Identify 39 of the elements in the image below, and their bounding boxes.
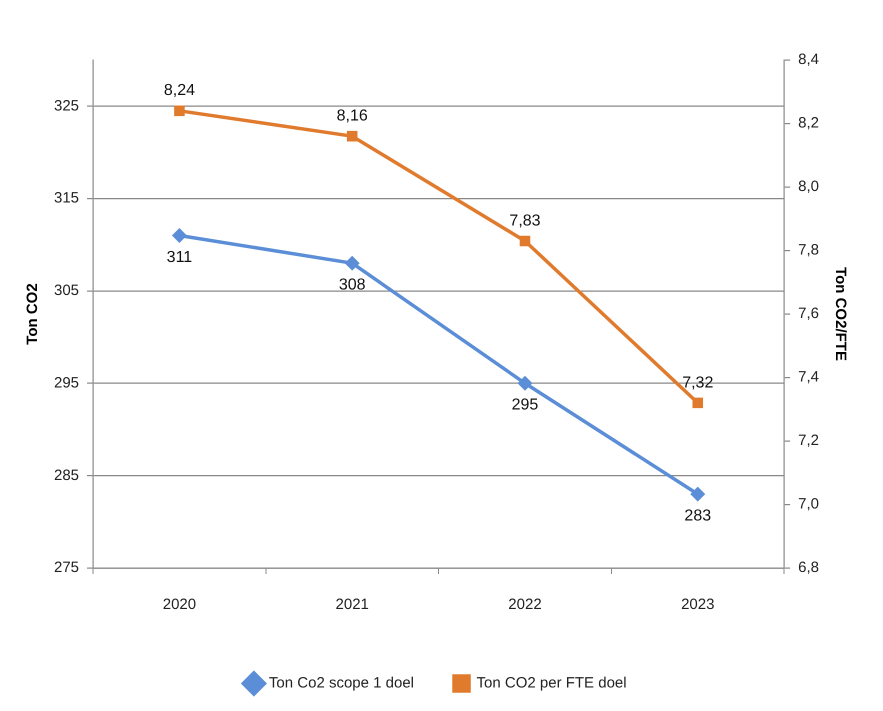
y2-tick-label: 7,0	[798, 496, 820, 513]
data-label: 311	[166, 248, 192, 266]
legend-label: Ton Co2 scope 1 doel	[268, 674, 414, 692]
y2-tick-label: 7,4	[798, 368, 820, 386]
y-tick-label: 295	[54, 374, 80, 392]
legend-label: Ton CO2 per FTE doel	[476, 674, 627, 692]
data-label: 295	[512, 396, 538, 414]
x-tick-label: 2020	[162, 596, 196, 614]
x-tick-label: 2022	[508, 596, 542, 614]
y-tick-label: 305	[54, 282, 80, 300]
y2-tick-label: 8,2	[798, 114, 820, 132]
y2-tick-label: 7,2	[798, 432, 820, 450]
y-tick-label: 315	[54, 190, 80, 207]
y2-tick-label: 6,8	[798, 559, 820, 576]
data-label: 308	[338, 276, 366, 294]
data-label: 7,32	[682, 374, 714, 392]
point	[518, 376, 532, 390]
data-label: 8,16	[336, 108, 368, 125]
y2-tick-label: 8,0	[798, 178, 820, 196]
point	[692, 398, 704, 408]
x-tick-label: 2021	[336, 596, 369, 614]
point	[691, 487, 705, 501]
point	[345, 256, 359, 270]
y-tick-label: 275	[54, 559, 80, 576]
y-axis-title: Ton CO2	[24, 283, 42, 345]
y2-axis-title: Ton CO2/FTE	[832, 267, 849, 361]
y-tick-label: 285	[54, 466, 80, 484]
y2-tick-label: 7,6	[798, 305, 820, 322]
data-label: 7,83	[509, 212, 541, 230]
x-tick-label: 2023	[681, 596, 714, 614]
point	[346, 130, 358, 142]
data-label: 283	[684, 508, 712, 525]
y2-tick-label: 7,8	[798, 242, 820, 259]
data-label: 8,24	[164, 82, 196, 100]
point	[172, 228, 186, 242]
y2-tick-label: 8,4	[798, 51, 820, 68]
point	[520, 236, 530, 246]
point	[174, 106, 185, 116]
y-tick-label: 325	[54, 97, 80, 114]
